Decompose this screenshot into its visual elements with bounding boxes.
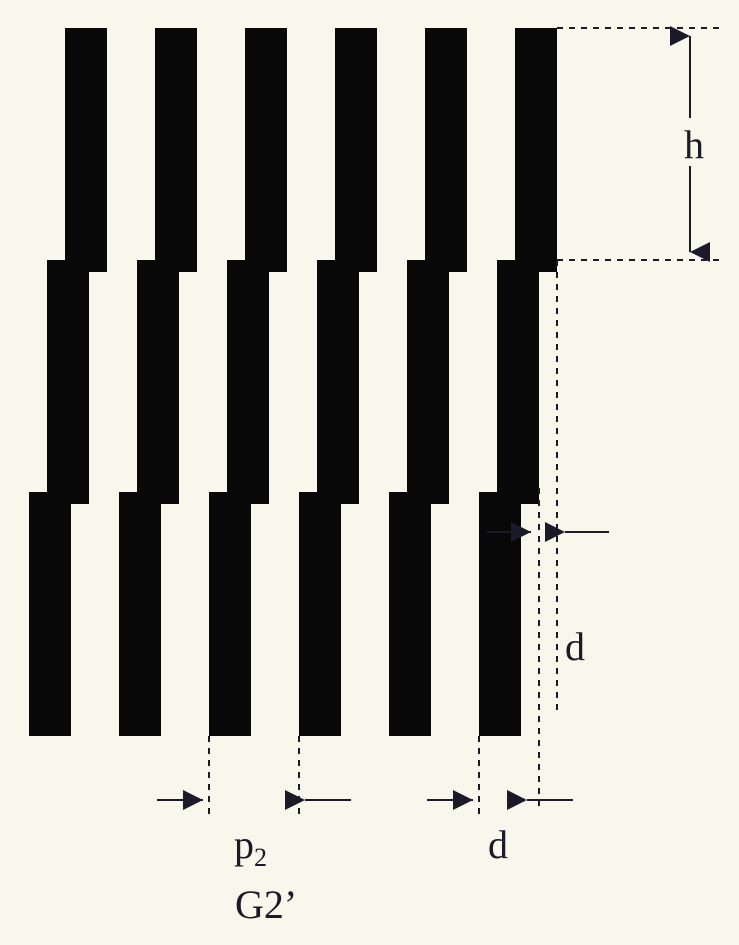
grating-bar [137,260,179,504]
grating-bar [209,492,251,736]
bars-group [29,28,557,736]
grating-bar [47,260,89,504]
grating-bar [227,260,269,504]
h-label: h [684,122,704,167]
grating-bar [389,492,431,736]
grating-bar [479,492,521,736]
grating-bar [299,492,341,736]
g2-caption: G2’ [235,882,297,927]
grating-diagram: h d p2 d G2’ [0,0,739,945]
grating-bar [155,28,197,272]
grating-bar [407,260,449,504]
grating-bar [497,260,539,504]
d-upper-label: d [565,624,585,669]
grating-bar [335,28,377,272]
grating-bar [317,260,359,504]
grating-bar [65,28,107,272]
grating-bar [515,28,557,272]
d-lower-label: d [488,822,508,867]
grating-bar [119,492,161,736]
grating-bar [245,28,287,272]
p2-label: p2 [234,822,267,872]
grating-bar [29,492,71,736]
grating-bar [425,28,467,272]
